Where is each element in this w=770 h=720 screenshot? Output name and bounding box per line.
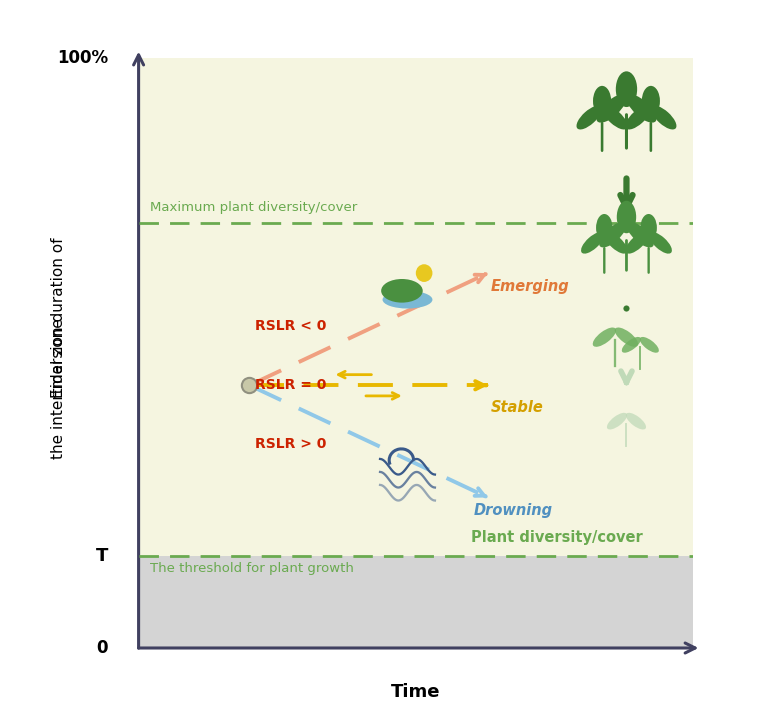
Text: Time: Time — [391, 683, 440, 701]
Text: the intertidal zone: the intertidal zone — [51, 318, 65, 459]
Bar — [139, 557, 693, 648]
Ellipse shape — [599, 222, 626, 248]
Ellipse shape — [622, 337, 641, 353]
Ellipse shape — [651, 106, 676, 130]
Circle shape — [416, 264, 433, 282]
Text: Emerging: Emerging — [490, 279, 569, 294]
Text: Drowning: Drowning — [474, 503, 553, 518]
Ellipse shape — [602, 106, 628, 130]
Ellipse shape — [604, 232, 628, 253]
Ellipse shape — [626, 413, 646, 429]
Text: Maximum plant diversity/cover: Maximum plant diversity/cover — [149, 201, 357, 214]
Ellipse shape — [383, 291, 433, 308]
Ellipse shape — [597, 95, 626, 122]
Ellipse shape — [381, 279, 423, 302]
Ellipse shape — [641, 86, 660, 116]
Bar — [139, 58, 693, 557]
Ellipse shape — [581, 232, 604, 253]
Ellipse shape — [640, 337, 659, 353]
Ellipse shape — [625, 106, 651, 130]
Ellipse shape — [616, 71, 637, 107]
Ellipse shape — [627, 95, 657, 122]
Ellipse shape — [596, 214, 613, 242]
Text: Emersion duration of: Emersion duration of — [51, 237, 65, 397]
Ellipse shape — [614, 328, 638, 347]
Text: RSLR = 0: RSLR = 0 — [255, 378, 326, 392]
Ellipse shape — [593, 86, 611, 116]
Text: RSLR < 0: RSLR < 0 — [255, 319, 326, 333]
Text: RSLR > 0: RSLR > 0 — [255, 437, 326, 451]
Ellipse shape — [577, 106, 601, 130]
Text: The threshold for plant growth: The threshold for plant growth — [149, 562, 353, 575]
Ellipse shape — [617, 201, 636, 233]
Ellipse shape — [607, 413, 627, 429]
Ellipse shape — [627, 222, 654, 248]
Ellipse shape — [641, 214, 657, 242]
Ellipse shape — [625, 232, 648, 253]
Text: Stable: Stable — [490, 400, 544, 415]
Text: 0: 0 — [96, 639, 108, 657]
Ellipse shape — [593, 328, 616, 347]
Text: T: T — [95, 547, 108, 565]
Text: Plant diversity/cover: Plant diversity/cover — [471, 530, 643, 544]
Text: 100%: 100% — [57, 49, 108, 67]
Ellipse shape — [649, 232, 672, 253]
